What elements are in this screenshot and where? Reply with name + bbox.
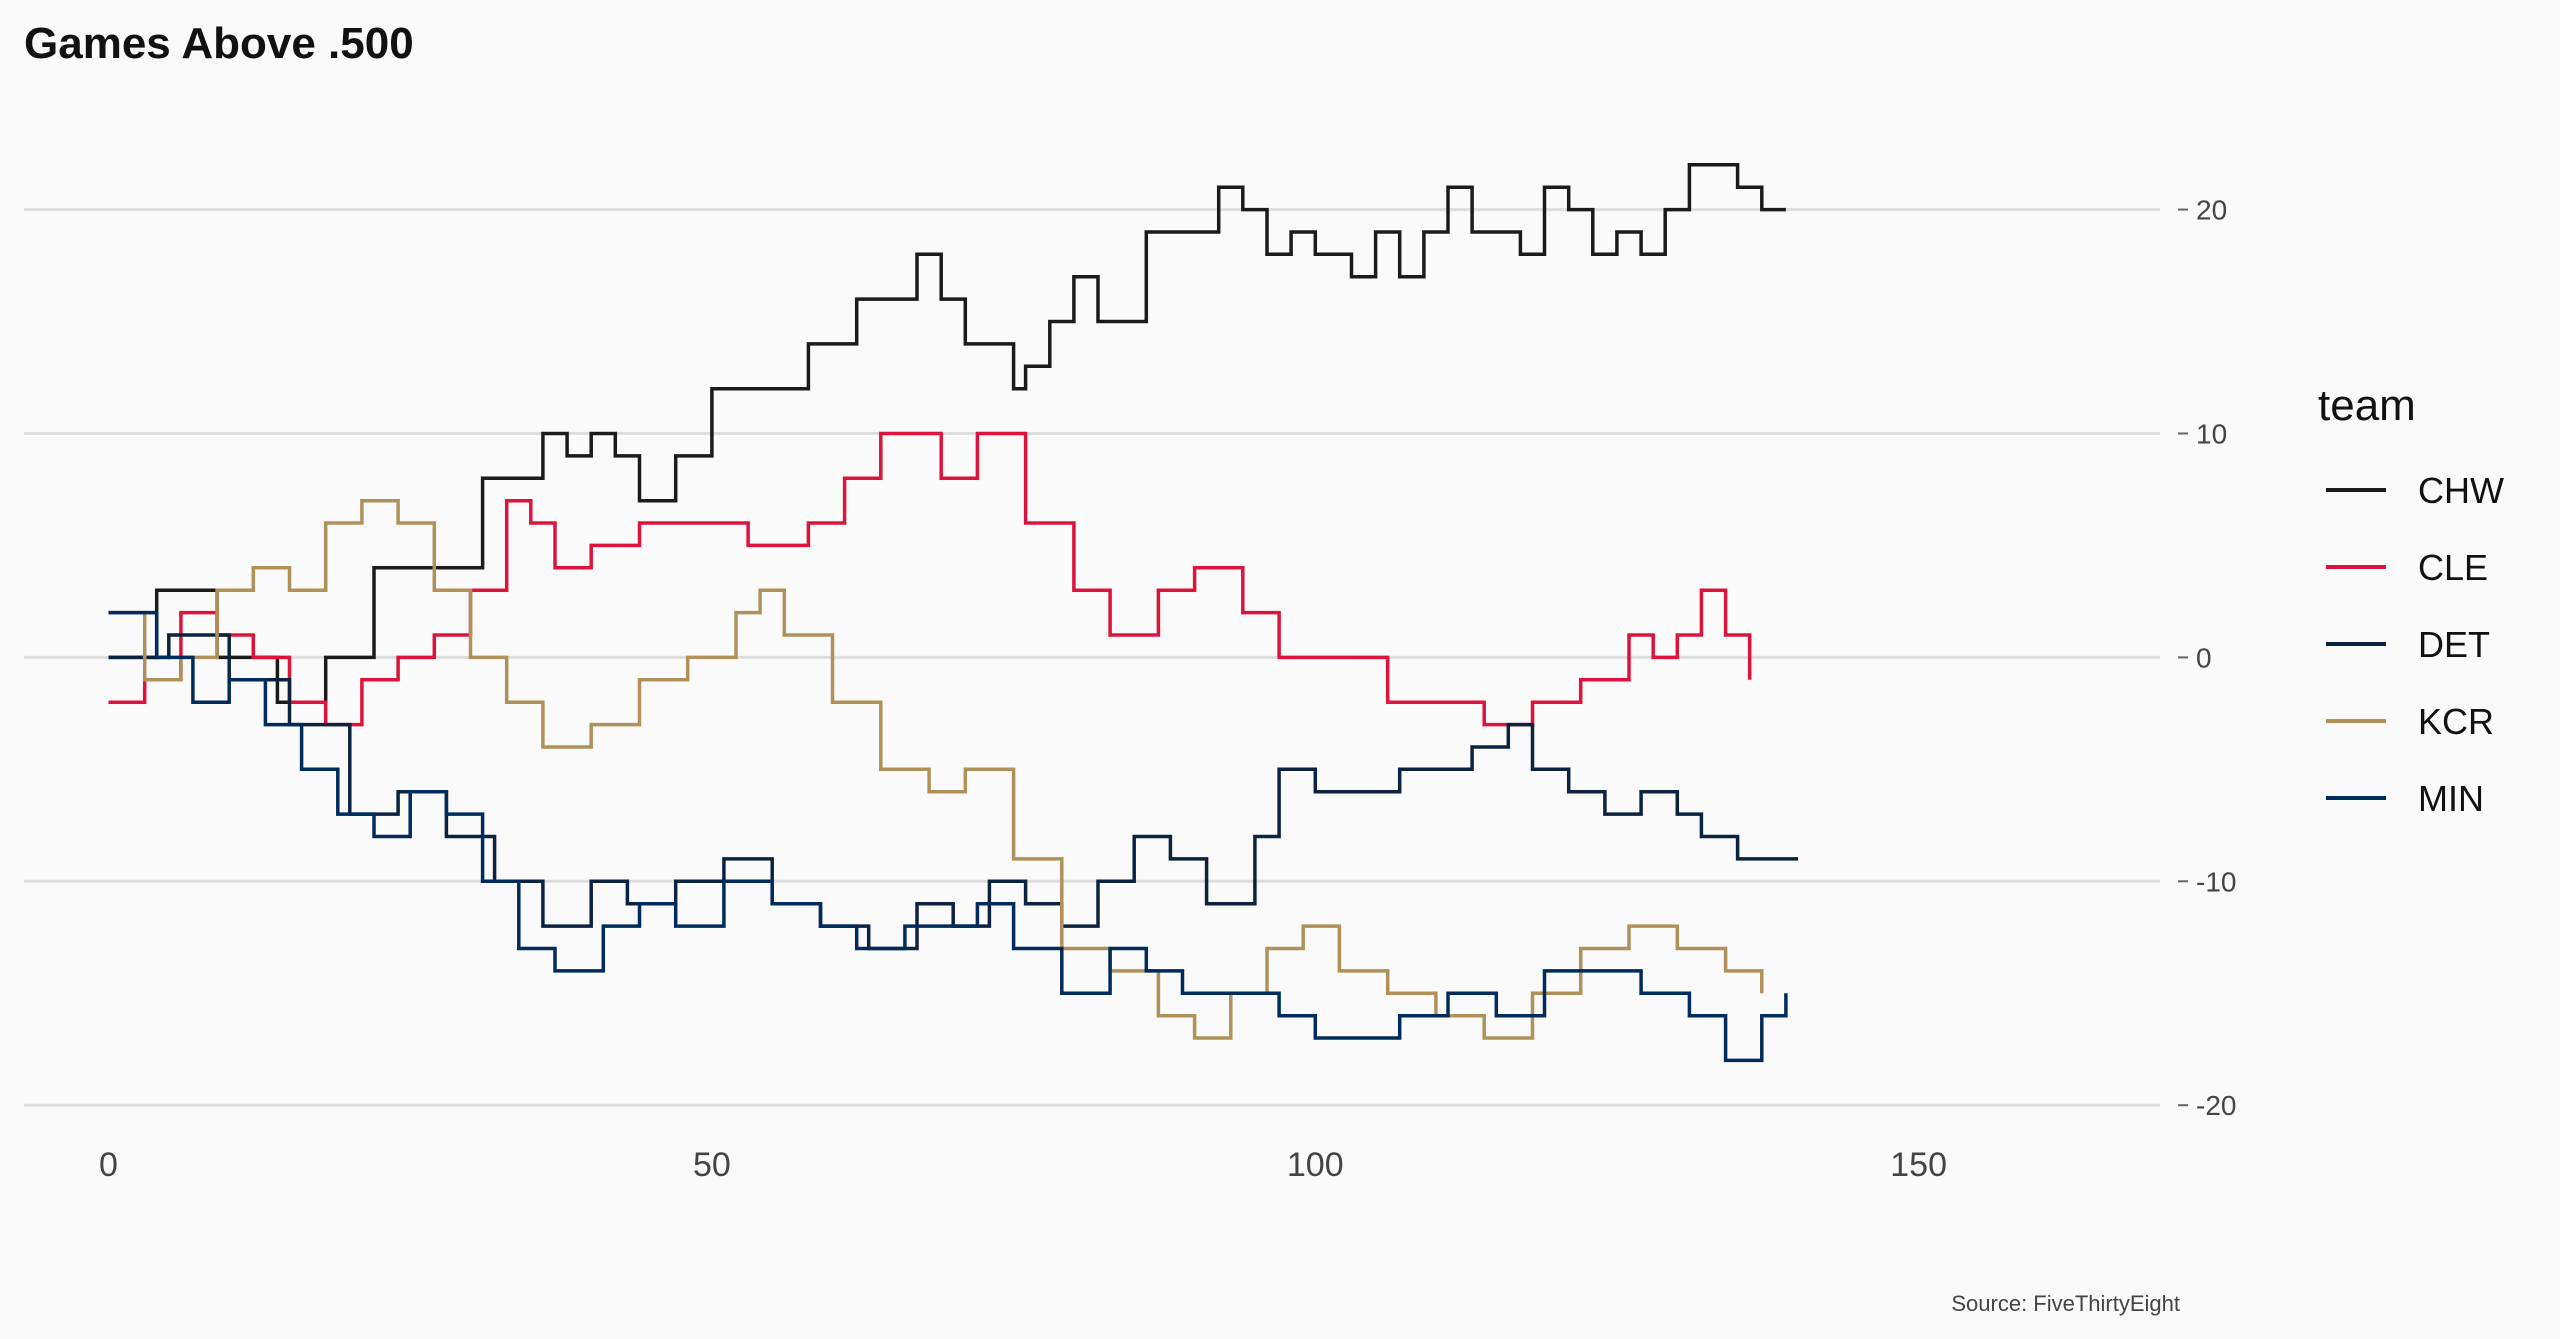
chart-caption: Source: FiveThirtyEight bbox=[1951, 1291, 2180, 1316]
y-tick-label: -10 bbox=[2196, 866, 2236, 897]
y-tick-label: 0 bbox=[2196, 642, 2212, 673]
x-tick-label: 100 bbox=[1287, 1146, 1344, 1184]
y-tick-label: -20 bbox=[2196, 1090, 2236, 1121]
legend-title: team bbox=[2318, 381, 2416, 430]
x-tick-label: 150 bbox=[1890, 1146, 1947, 1184]
x-tick-label: 50 bbox=[693, 1146, 731, 1184]
legend-label-min: MIN bbox=[2418, 778, 2484, 819]
y-tick-label: 20 bbox=[2196, 195, 2227, 226]
legend-label-chw: CHW bbox=[2418, 470, 2504, 511]
series-layer bbox=[108, 163, 1798, 1063]
series-line-chw bbox=[108, 163, 1786, 704]
series-line-kcr bbox=[108, 498, 1764, 1040]
chart-title: Games Above .500 bbox=[24, 19, 414, 68]
legend-label-det: DET bbox=[2418, 624, 2490, 665]
series-line-cle bbox=[108, 431, 1752, 727]
grid bbox=[24, 208, 2160, 1107]
legend-label-kcr: KCR bbox=[2418, 701, 2494, 742]
y-tick-label: 10 bbox=[2196, 418, 2227, 449]
legend-label-cle: CLE bbox=[2418, 547, 2488, 588]
legend: team CHW CLE DET KCR MIN bbox=[2318, 381, 2504, 819]
axis-ticks: -20 -10 0 10 20 0 50 100 150 bbox=[99, 195, 2236, 1184]
x-tick-label: 0 bbox=[99, 1146, 118, 1184]
series-line-min bbox=[108, 610, 1788, 1063]
